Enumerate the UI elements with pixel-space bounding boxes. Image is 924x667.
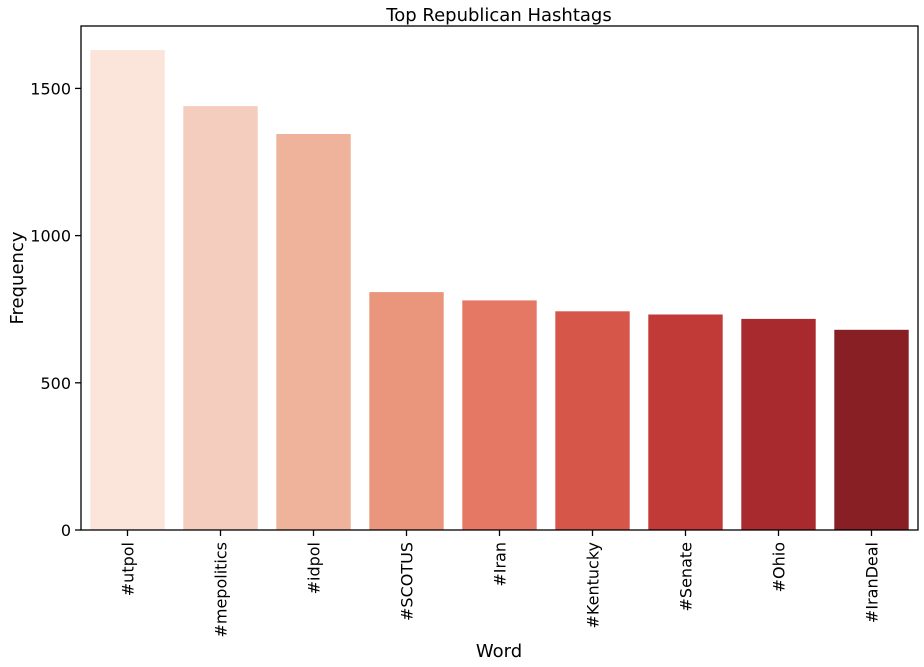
bar-iran xyxy=(462,300,537,530)
plot-frame xyxy=(80,25,919,531)
bar-senate xyxy=(648,314,723,530)
x-tick-label: #Ohio xyxy=(770,542,789,592)
y-axis: 0 500 1000 1500 xyxy=(30,79,81,540)
y-tick-label: 0 xyxy=(61,521,71,540)
bar-kentucky xyxy=(555,311,630,530)
x-tick-label: #idpol xyxy=(305,542,324,594)
y-tick-label: 1500 xyxy=(30,79,71,98)
bar-scotus xyxy=(369,292,444,530)
bar-utpol xyxy=(90,50,165,530)
x-tick-label: #IranDeal xyxy=(863,542,882,623)
x-tick-label: #Kentucky xyxy=(584,542,603,628)
x-axis-label: Word xyxy=(476,641,522,662)
y-axis-label: Frequency xyxy=(7,231,28,324)
x-tick-label: #SCOTUS xyxy=(398,542,417,621)
x-tick-label: #mepolitics xyxy=(212,542,231,638)
bar-idpol xyxy=(276,134,351,530)
chart-title: Top Republican Hashtags xyxy=(385,5,611,26)
bar-mepolitics xyxy=(183,106,258,530)
y-tick-label: 1000 xyxy=(30,227,71,246)
bar-irandeal xyxy=(834,329,909,530)
x-axis: #utpol #mepolitics #idpol #SCOTUS #Iran #Kent… xyxy=(119,530,882,638)
x-tick-label: #Iran xyxy=(491,542,510,587)
bars-group xyxy=(90,50,909,530)
x-tick-label: #Senate xyxy=(677,542,696,611)
bar-ohio xyxy=(741,318,816,530)
y-tick-label: 500 xyxy=(40,374,71,393)
x-tick-label: #utpol xyxy=(119,542,138,596)
